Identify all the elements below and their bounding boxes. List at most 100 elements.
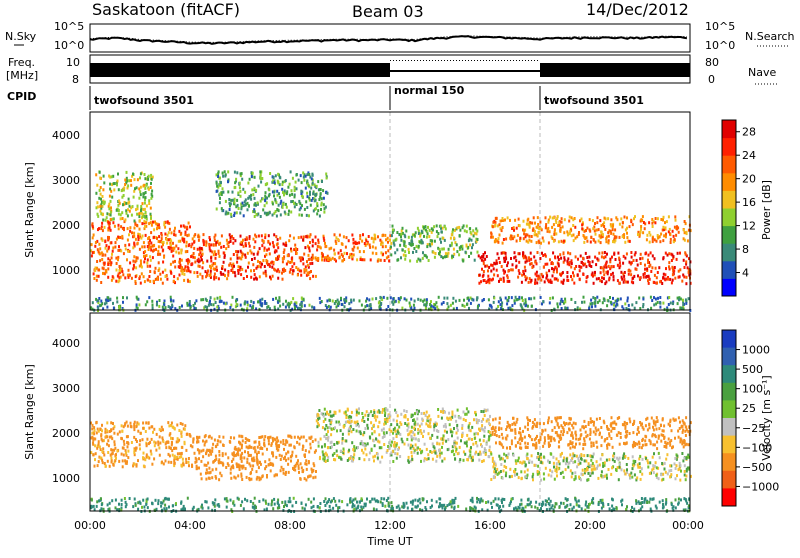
echo-cell [153, 244, 155, 247]
echo-cell [432, 229, 434, 232]
echo-cell [113, 188, 115, 191]
echo-cell [253, 278, 255, 281]
echo-cell [439, 238, 441, 241]
echo-cell [134, 220, 136, 223]
echo-cell [255, 277, 257, 280]
echo-cell [382, 245, 384, 248]
echo-cell [624, 302, 626, 305]
echo-cell [529, 226, 531, 229]
echo-cell [293, 269, 295, 272]
echo-cell [603, 277, 605, 280]
echo-cell [439, 443, 441, 446]
echo-cell [679, 252, 681, 255]
echo-cell [143, 452, 145, 455]
echo-cell [640, 262, 642, 265]
echo-cell [173, 230, 175, 233]
echo-cell [97, 299, 99, 302]
echo-cell [186, 226, 188, 229]
echo-cell [440, 241, 442, 244]
echo-cell [483, 253, 485, 256]
echo-cell [419, 235, 421, 238]
echo-cell [325, 437, 327, 440]
echo-cell [170, 263, 172, 266]
echo-cell [499, 458, 501, 461]
echo-cell [202, 449, 204, 452]
echo-cell [652, 456, 654, 459]
echo-cell [413, 304, 415, 307]
echo-cell [443, 425, 445, 428]
echo-cell [300, 462, 302, 465]
echo-cell [207, 462, 209, 465]
echo-cell [688, 271, 690, 274]
echo-cell [106, 244, 108, 247]
echo-cell [336, 306, 338, 309]
echo-cell [684, 251, 686, 254]
echo-cell [232, 199, 234, 202]
echo-cell [490, 270, 492, 273]
echo-cell [519, 252, 521, 255]
echo-cell [204, 444, 206, 447]
echo-cell [112, 422, 114, 425]
echo-cell [656, 276, 658, 279]
echo-cell [490, 304, 492, 307]
echo-cell [100, 205, 102, 208]
echo-cell [594, 241, 596, 244]
echo-cell [364, 242, 366, 245]
echo-cell [492, 457, 494, 460]
echo-cell [412, 431, 414, 434]
echo-cell [361, 419, 363, 422]
echo-cell [244, 450, 246, 453]
echo-cell [177, 437, 179, 440]
echo-cell [518, 457, 520, 460]
echo-cell [273, 245, 275, 248]
echo-cell [493, 476, 495, 479]
echo-cell [144, 225, 146, 228]
echo-cell [578, 231, 580, 234]
echo-cell [462, 226, 464, 229]
echo-cell [275, 174, 277, 177]
echo-cell [118, 460, 120, 463]
nsky-right-tick-top: 10^5 [705, 20, 735, 33]
cpid-segment-1: twofsound 3501 [94, 94, 194, 107]
echo-cell [593, 468, 595, 471]
echo-cell [446, 255, 448, 258]
echo-cell [107, 451, 109, 454]
echo-cell [221, 234, 223, 237]
echo-cell [387, 415, 389, 418]
echo-cell [139, 265, 141, 268]
date-title: 14/Dec/2012 [586, 0, 689, 19]
nave-tick-top: 80 [705, 56, 719, 69]
echo-cell [247, 197, 249, 200]
echo-cell [144, 202, 146, 205]
echo-cell [272, 241, 274, 244]
echo-cell [513, 470, 515, 473]
echo-cell [546, 272, 548, 275]
echo-cell [619, 223, 621, 226]
echo-cell [143, 241, 145, 244]
echo-cell [139, 248, 141, 251]
echo-cell [635, 301, 637, 304]
echo-cell [414, 300, 416, 303]
echo-cell [592, 472, 594, 475]
echo-cell [435, 252, 437, 255]
echo-cell [621, 225, 623, 228]
echo-cell [278, 255, 280, 258]
echo-cell [309, 443, 311, 446]
echo-cell [457, 429, 459, 432]
echo-cell [524, 266, 526, 269]
echo-cell [155, 278, 157, 281]
echo-cell [563, 251, 565, 254]
echo-cell [190, 255, 192, 258]
echo-cell [294, 436, 296, 439]
echo-cell [601, 453, 603, 456]
echo-cell [109, 195, 111, 198]
echo-cell [531, 262, 533, 265]
echo-cell [369, 244, 371, 247]
echo-cell [146, 443, 148, 446]
echo-cell [411, 240, 413, 243]
echo-cell [174, 266, 176, 269]
echo-cell [156, 237, 158, 240]
echo-cell [594, 222, 596, 225]
echo-cell [481, 420, 483, 423]
echo-cell [510, 257, 512, 260]
